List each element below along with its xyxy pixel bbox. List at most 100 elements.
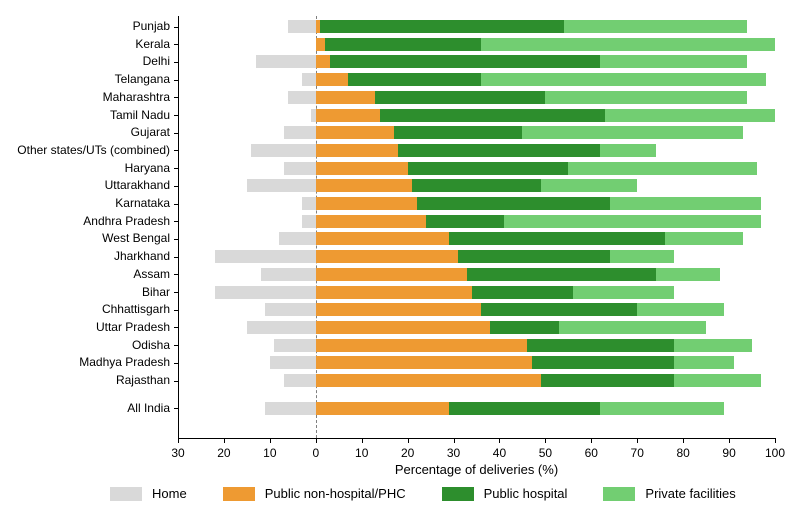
bar-segment-hosp [412,179,541,192]
y-axis-label: Chhattisgarh [102,302,170,316]
bar-segment-hosp [417,197,610,210]
y-axis-label: Telangana [115,72,170,86]
bar-segment-priv [610,250,674,263]
bar-segment-hosp [458,250,610,263]
x-tick [637,438,638,443]
x-tick [591,438,592,443]
bar-segment-priv [610,197,762,210]
legend-label: Home [152,486,187,501]
bar-segment-hosp [380,109,605,122]
legend-swatch [110,487,142,501]
y-axis-label: Other states/UTs (combined) [17,143,170,157]
legend-swatch [603,487,635,501]
y-axis-label: Maharashtra [103,90,170,104]
bar-segment-home [215,286,316,299]
x-axis-title: Percentage of deliveries (%) [178,462,775,477]
bar-segment-priv [674,374,761,387]
y-axis-label: Karnataka [115,196,170,210]
legend-label: Private facilities [645,486,735,501]
y-axis-label: Bihar [142,285,170,299]
bar-segment-priv [665,232,743,245]
bar-segment-hosp [449,232,665,245]
bar-segment-phc [316,374,541,387]
bar-segment-phc [316,55,330,68]
y-axis-spine [178,16,179,438]
bar-segment-hosp [490,321,559,334]
bar-segment-hosp [467,268,655,281]
x-tick-label: 30 [163,446,193,460]
y-axis-label: Kerala [135,37,170,51]
bar-segment-home [302,73,316,86]
x-tick-label: 30 [439,446,469,460]
bar-segment-home [284,374,316,387]
bar-segment-home [302,215,316,228]
bar-segment-phc [316,179,412,192]
x-tick-label: 70 [622,446,652,460]
legend: Home Public non-hospital/PHC Public hospit… [110,486,736,501]
bar-segment-home [279,232,316,245]
x-tick [178,438,179,443]
bar-segment-hosp [394,126,523,139]
legend-item: Public non-hospital/PHC [223,486,406,501]
y-axis-label: Jharkhand [114,249,170,263]
bar-segment-priv [504,215,761,228]
bar-segment-home [265,303,316,316]
x-tick-label: 20 [393,446,423,460]
x-tick [224,438,225,443]
x-tick [683,438,684,443]
bar-segment-priv [600,402,724,415]
bar-segment-phc [316,126,394,139]
y-axis-label: Tamil Nadu [110,108,170,122]
y-axis-label: Assam [133,267,170,281]
bar-segment-phc [316,321,491,334]
bar-segment-hosp [481,303,637,316]
y-axis-label: West Bengal [102,231,170,245]
bar-segment-hosp [348,73,481,86]
bar-segment-phc [316,73,348,86]
legend-label: Public non-hospital/PHC [265,486,406,501]
bar-segment-priv [481,73,766,86]
bar-segment-home [270,356,316,369]
legend-item: Public hospital [442,486,568,501]
chart-stage: PunjabKeralaDelhiTelanganaMaharashtraTam… [0,0,787,511]
y-axis-label: Gujarat [131,125,170,139]
bar-segment-phc [316,402,449,415]
y-axis-label: Andhra Pradesh [83,214,170,228]
bar-segment-home [284,162,316,175]
x-tick [362,438,363,443]
x-tick [545,438,546,443]
bar-segment-phc [316,250,458,263]
bar-segment-hosp [325,38,481,51]
bar-segment-home [288,20,316,33]
y-axis-label: Haryana [125,161,170,175]
y-axis-label: Punjab [133,19,170,33]
bar-segment-hosp [532,356,674,369]
bar-segment-phc [316,91,376,104]
bar-segment-hosp [320,20,563,33]
x-tick [408,438,409,443]
bar-segment-home [284,126,316,139]
y-axis-label: Uttar Pradesh [96,320,170,334]
bar-segment-phc [316,197,417,210]
x-tick-label: 80 [668,446,698,460]
bar-segment-hosp [330,55,601,68]
x-tick [775,438,776,443]
bar-segment-home [247,179,316,192]
legend-item: Private facilities [603,486,735,501]
bar-segment-phc [316,356,532,369]
bar-segment-phc [316,268,468,281]
bar-segment-home [215,250,316,263]
bar-segment-phc [316,339,527,352]
bar-segment-hosp [449,402,601,415]
x-tick-label: 100 [760,446,787,460]
bar-segment-hosp [408,162,569,175]
bar-segment-phc [316,109,380,122]
x-tick-label: 50 [530,446,560,460]
x-tick-label: 0 [301,446,331,460]
bar-segment-priv [541,179,637,192]
y-axis-label: Rajasthan [116,373,170,387]
bar-segment-hosp [541,374,674,387]
bar-segment-home [302,197,316,210]
y-axis-label: All India [127,401,170,415]
bar-segment-hosp [472,286,573,299]
